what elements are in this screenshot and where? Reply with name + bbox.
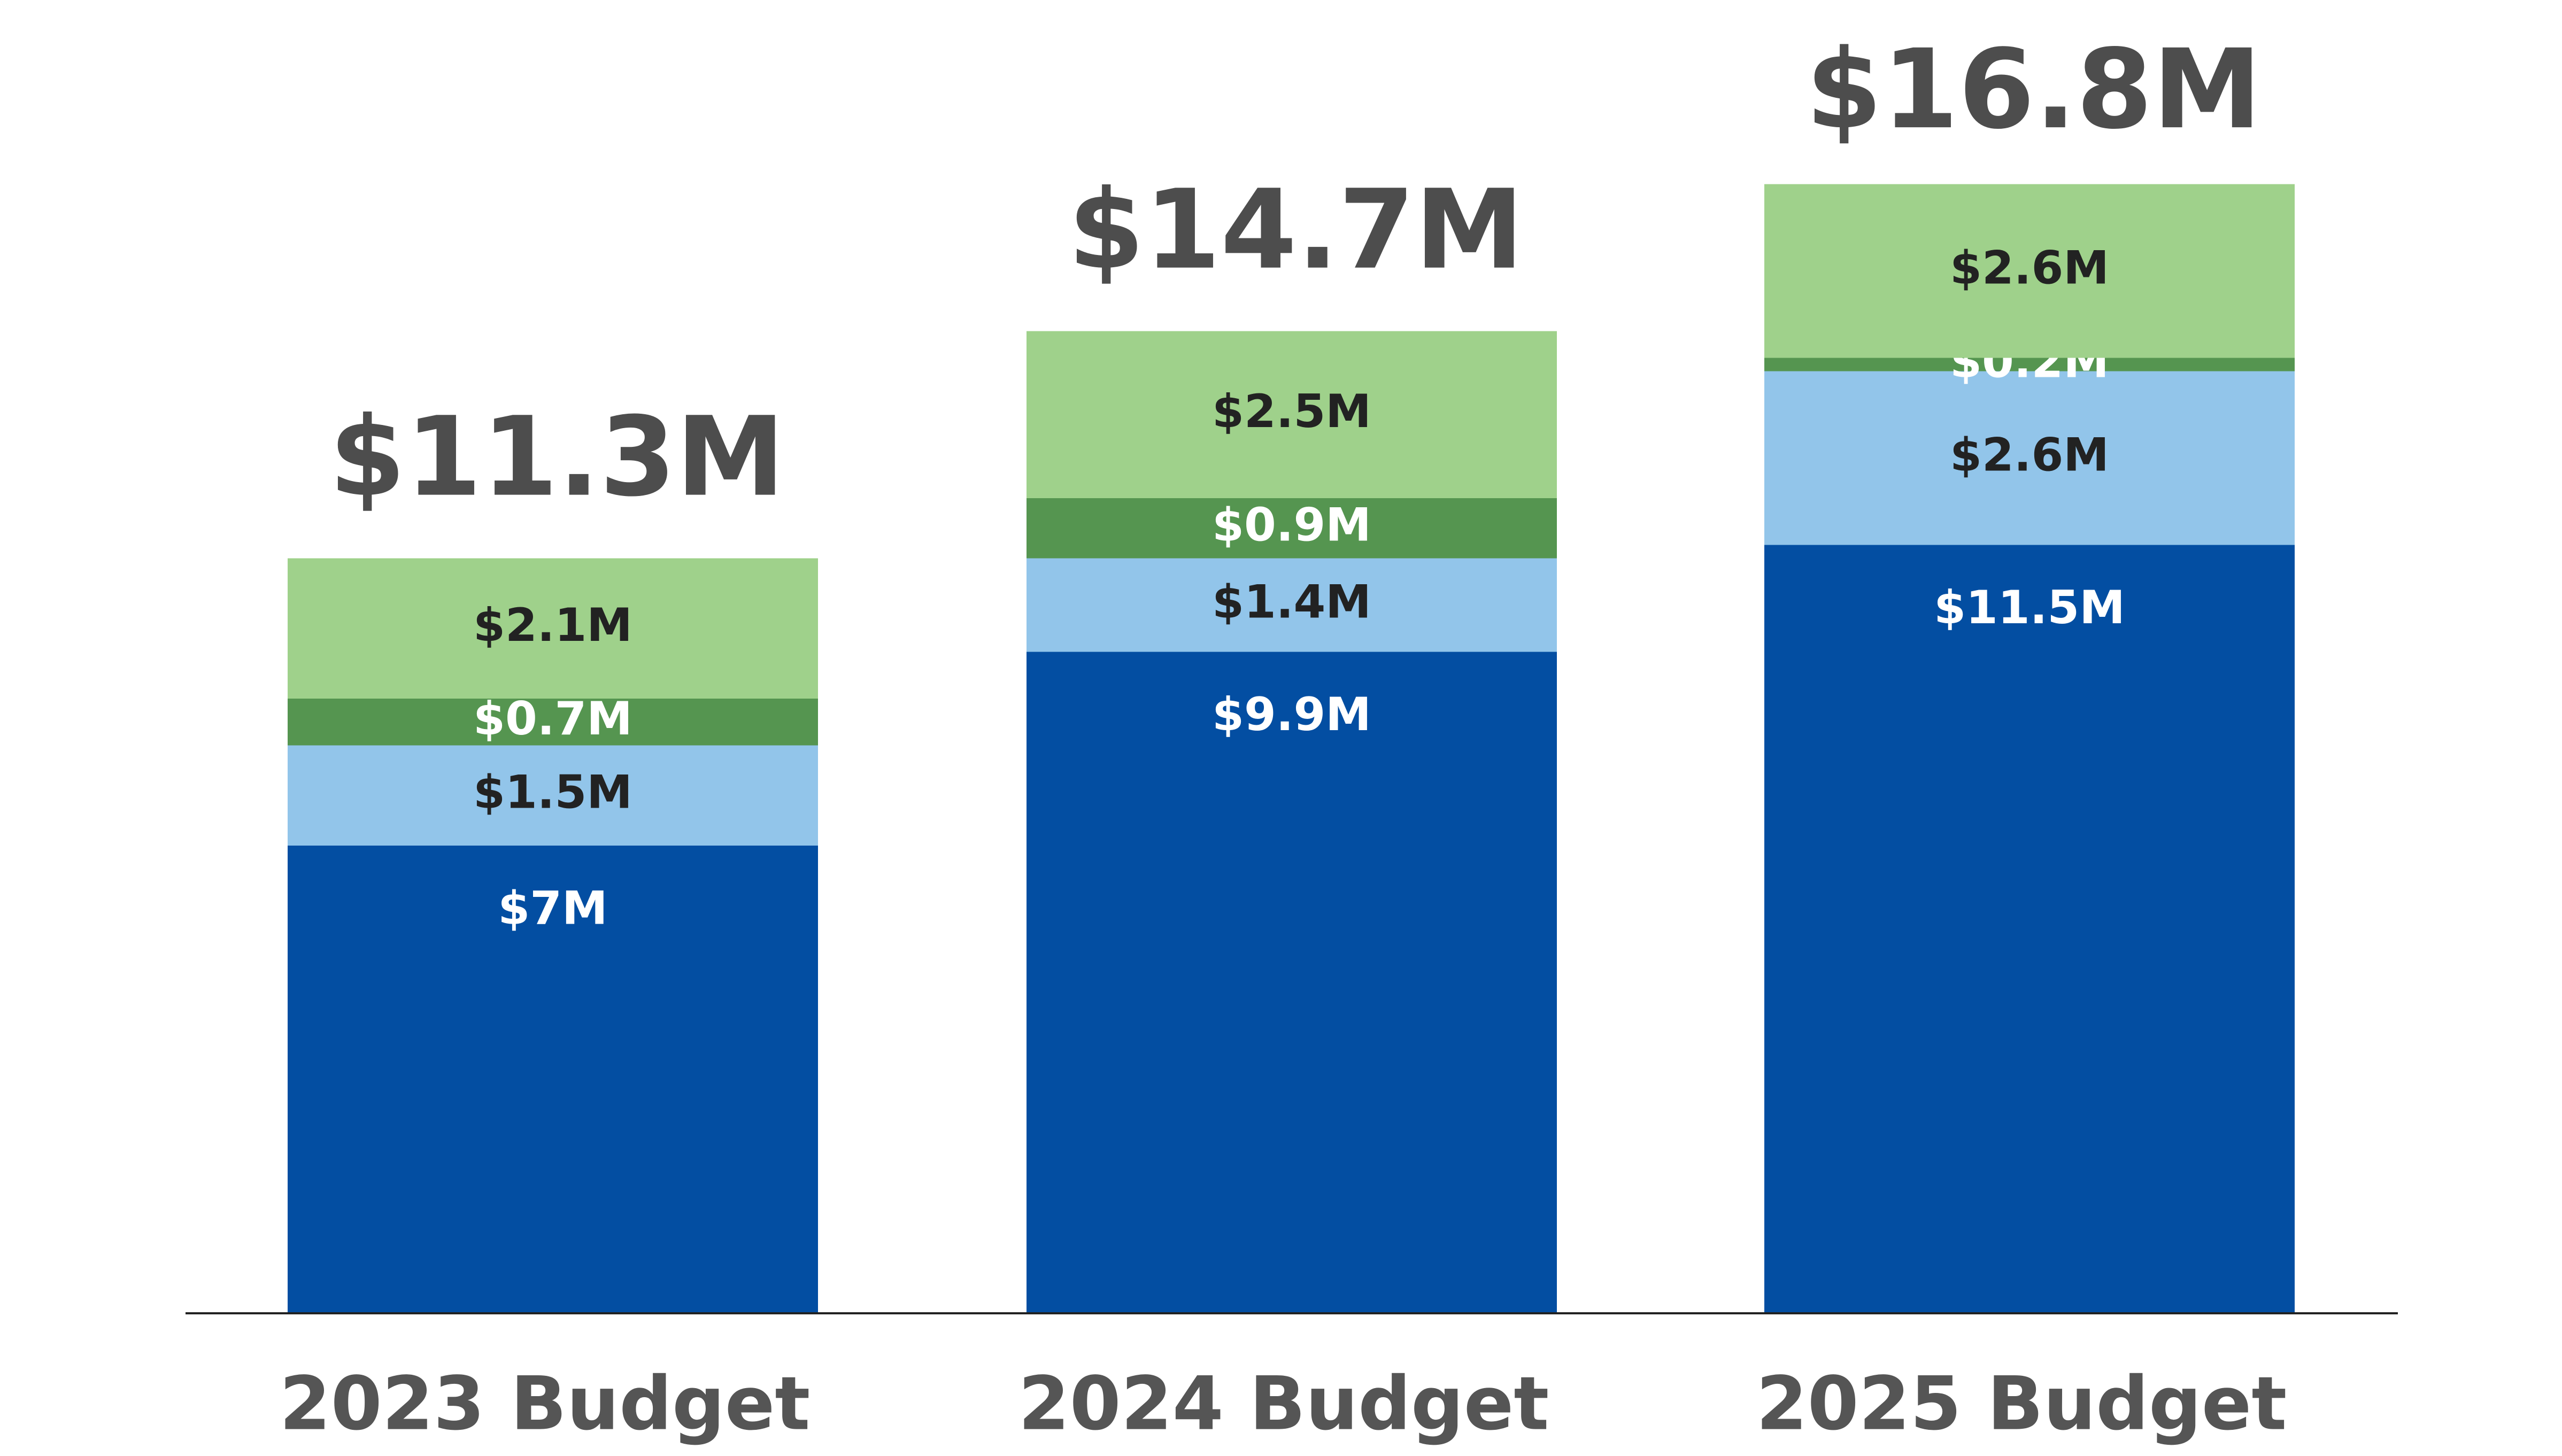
- x-tick-label: 2024 Budget: [1018, 1361, 1549, 1447]
- bar-segment: [288, 745, 818, 846]
- value-label: $2.6M: [1950, 428, 2109, 482]
- value-label: $1.4M: [1212, 575, 1371, 629]
- bar-segment: [1764, 545, 2295, 1313]
- bar-segment: [1764, 358, 2295, 371]
- value-label: $11.5M: [1934, 581, 2125, 634]
- bar-segment: [288, 699, 818, 746]
- bar-segment: [1027, 331, 1557, 498]
- bar-segment: [288, 558, 818, 699]
- value-label: $0.9M: [1212, 499, 1371, 552]
- value-label: $7M: [498, 881, 607, 935]
- value-label: $9.9M: [1212, 688, 1371, 741]
- x-tick-label: 2025 Budget: [1756, 1361, 2287, 1447]
- bar-segment: [1764, 184, 2295, 358]
- bar-segment: [1027, 652, 1557, 1313]
- total-label: $16.8M: [1806, 26, 2262, 153]
- bar-segment: [1764, 371, 2295, 545]
- x-tick-label: 2023 Budget: [280, 1361, 811, 1447]
- value-label: $0.7M: [473, 692, 632, 746]
- bar-segment: [1027, 558, 1557, 652]
- total-label: $11.3M: [329, 394, 785, 521]
- value-label: $2.5M: [1212, 385, 1371, 438]
- value-label: $2.6M: [1950, 241, 2109, 295]
- bar-segment: [288, 846, 818, 1313]
- total-label: $14.7M: [1068, 167, 1524, 294]
- bar-segment: [1027, 498, 1557, 559]
- value-label: $2.1M: [473, 599, 632, 652]
- value-label: $1.5M: [473, 766, 632, 819]
